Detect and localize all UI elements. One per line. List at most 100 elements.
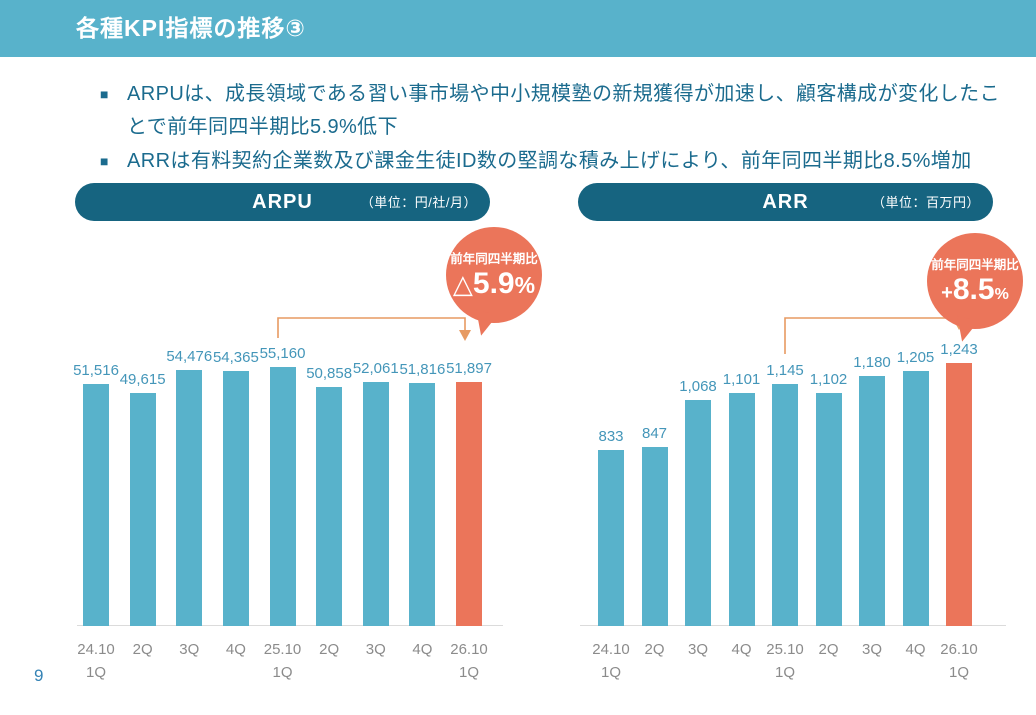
x-axis-label: 2Q bbox=[818, 641, 839, 658]
bar-value-label: 1,068 bbox=[679, 378, 717, 395]
callout-percent: % bbox=[994, 286, 1009, 304]
bar-value-label: 1,145 bbox=[766, 362, 804, 379]
bar bbox=[176, 370, 203, 626]
bar bbox=[316, 387, 343, 626]
bullet-list: ■ ARPUは、成長領域である習い事市場や中小規模塾の新規獲得が加速し、顧客構成… bbox=[100, 78, 1012, 179]
slide-title-bar: 各種KPI指標の推移③ bbox=[0, 0, 1036, 57]
bar-value-label: 55,160 bbox=[259, 345, 306, 362]
bar bbox=[685, 400, 711, 626]
callout-percent: % bbox=[514, 272, 536, 299]
bar-value-label: 54,365 bbox=[212, 349, 259, 366]
bullet-text: ARRは有料契約企業数及び課金生徒ID数の堅調な積み上げにより、前年同四半期比8… bbox=[127, 150, 972, 172]
arpu-bar-4Q: 51,816 bbox=[399, 361, 445, 626]
callout-caption: 前年同四半期比 bbox=[931, 258, 1019, 273]
arr-unit-label: （単位：百万円） bbox=[871, 195, 980, 210]
x-axis-label: 2Q bbox=[644, 641, 665, 658]
x-axis-label: 24.10 1Q bbox=[77, 641, 115, 681]
bar-value-label: 51,897 bbox=[446, 360, 492, 377]
bar bbox=[598, 450, 624, 626]
x-axis-label: 25.10 1Q bbox=[263, 641, 302, 681]
bar bbox=[859, 376, 885, 626]
bar bbox=[129, 393, 156, 626]
callout-value: △5.9% bbox=[453, 267, 535, 302]
callout-number: 8.5 bbox=[952, 273, 995, 307]
bar bbox=[728, 393, 755, 626]
arr-bars: 833 847 1,068 1,101 1,145 1,102 1,180 1,205 1,24… bbox=[598, 341, 978, 626]
x-axis-label: 24.10 1Q bbox=[592, 641, 630, 681]
arr-bar-24.10-1Q: 833 bbox=[598, 428, 624, 626]
bar bbox=[83, 384, 109, 626]
bar bbox=[946, 363, 972, 626]
arpu-bar-24.10-1Q: 51,516 bbox=[73, 362, 119, 626]
bullet-text: ARPUは、成長領域である習い事市場や中小規模塾の新規獲得が加速し、顧客構成が変… bbox=[127, 83, 1000, 138]
x-axis-label: 26.10 1Q bbox=[450, 641, 488, 681]
arpu-bars: 51,516 49,615 54,476 54,365 55,160 50,858 52,0… bbox=[73, 345, 492, 626]
arr-bar-4Q: 1,101 bbox=[723, 371, 760, 626]
bar-value-label: 833 bbox=[598, 428, 624, 445]
x-axis-label: 4Q bbox=[225, 641, 246, 658]
bullet-item-arr: ■ ARRは有料契約企業数及び課金生徒ID数の堅調な積み上げにより、前年同四半期… bbox=[100, 145, 1012, 178]
bar bbox=[362, 382, 389, 626]
callout-value: +8.5% bbox=[941, 273, 1009, 308]
arpu-bar-3Q: 52,061 bbox=[353, 360, 399, 626]
bar bbox=[409, 383, 436, 626]
x-axis-label: 3Q bbox=[687, 641, 708, 658]
arpu-chart-title: ARPU bbox=[252, 191, 313, 213]
callout-prefix: + bbox=[941, 282, 953, 305]
bar-value-label: 54,476 bbox=[166, 348, 213, 365]
arpu-bar-2Q: 50,858 bbox=[306, 365, 352, 626]
bar-value-label: 50,858 bbox=[306, 365, 353, 382]
x-axis-label: 3Q bbox=[365, 641, 386, 658]
bar-value-label: 1,205 bbox=[896, 349, 935, 366]
bubble-tail-icon bbox=[470, 309, 498, 339]
callout-number: 5.9 bbox=[472, 267, 515, 301]
callout-caption: 前年同四半期比 bbox=[450, 252, 538, 267]
arpu-chart-header: ARPU （単位：円/社/月） bbox=[75, 183, 490, 221]
x-axis-label: 2Q bbox=[319, 641, 340, 658]
bar-value-label: 1,180 bbox=[853, 354, 891, 371]
x-axis-label: 25.10 1Q bbox=[766, 641, 804, 681]
arr-bar-3Q: 1,068 bbox=[679, 378, 717, 626]
bar-value-label: 847 bbox=[641, 425, 668, 442]
x-axis-label: 3Q bbox=[861, 641, 882, 658]
arr-bar-25.10-1Q: 1,145 bbox=[766, 362, 804, 626]
bar-value-label: 51,516 bbox=[73, 362, 119, 379]
x-axis-label: 3Q bbox=[179, 641, 200, 658]
bar-value-label: 52,061 bbox=[352, 360, 399, 377]
bar bbox=[456, 382, 482, 626]
arr-bar-4Q: 1,205 bbox=[897, 349, 934, 626]
arpu-plot-area: 51,516 49,615 54,476 54,365 55,160 50,858 52,0… bbox=[73, 230, 503, 682]
bullet-item-arpu: ■ ARPUは、成長領域である習い事市場や中小規模塾の新規獲得が加速し、顧客構成… bbox=[100, 78, 1012, 144]
arpu-yoy-arrow bbox=[277, 317, 471, 341]
arr-chart: ARR （単位：百万円） 833 847 1,068 1,101 1,145 1,102 1… bbox=[578, 183, 1023, 682]
arpu-x-axis: 24.10 1Q 2Q 3Q 4Q 25.10 1Q 2Q 3Q 4Q 26.10 1Q bbox=[77, 632, 488, 682]
bar bbox=[641, 447, 668, 626]
x-axis-label: 26.10 1Q bbox=[940, 641, 978, 681]
arpu-bar-2Q: 49,615 bbox=[120, 371, 166, 626]
arpu-bar-25.10-1Q: 55,160 bbox=[260, 345, 305, 626]
arr-callout-bubble: 前年同四半期比 +8.5% bbox=[927, 233, 1023, 345]
arpu-bar-26.10-1Q: 51,897 bbox=[446, 360, 492, 626]
bar-value-label: 51,816 bbox=[399, 361, 446, 378]
arr-x-axis: 24.10 1Q 2Q 3Q 4Q 25.10 1Q 2Q 3Q 4Q 26.10 1Q bbox=[592, 632, 978, 682]
bar bbox=[815, 393, 842, 626]
bar bbox=[902, 371, 929, 626]
arr-bar-3Q: 1,180 bbox=[853, 354, 891, 626]
bar-value-label: 1,243 bbox=[940, 341, 978, 358]
arr-bar-2Q: 1,102 bbox=[810, 371, 847, 626]
x-axis-label: 4Q bbox=[905, 641, 926, 658]
bar bbox=[269, 367, 296, 626]
arr-chart-header: ARR （単位：百万円） bbox=[578, 183, 993, 221]
arpu-bar-4Q: 54,365 bbox=[213, 349, 259, 626]
bar-value-label: 1,101 bbox=[722, 371, 761, 388]
arr-chart-title: ARR bbox=[762, 191, 809, 213]
x-axis-label: 4Q bbox=[731, 641, 752, 658]
bar-value-label: 1,102 bbox=[809, 371, 848, 388]
page-number: 9 bbox=[34, 666, 44, 685]
arpu-unit-label: （単位：円/社/月） bbox=[360, 195, 477, 210]
bullet-square-icon: ■ bbox=[100, 153, 109, 169]
arr-bar-2Q: 847 bbox=[641, 425, 668, 626]
page-title: 各種KPI指標の推移③ bbox=[76, 15, 306, 41]
arpu-bar-3Q: 54,476 bbox=[166, 348, 212, 626]
bullet-square-icon: ■ bbox=[100, 86, 109, 102]
